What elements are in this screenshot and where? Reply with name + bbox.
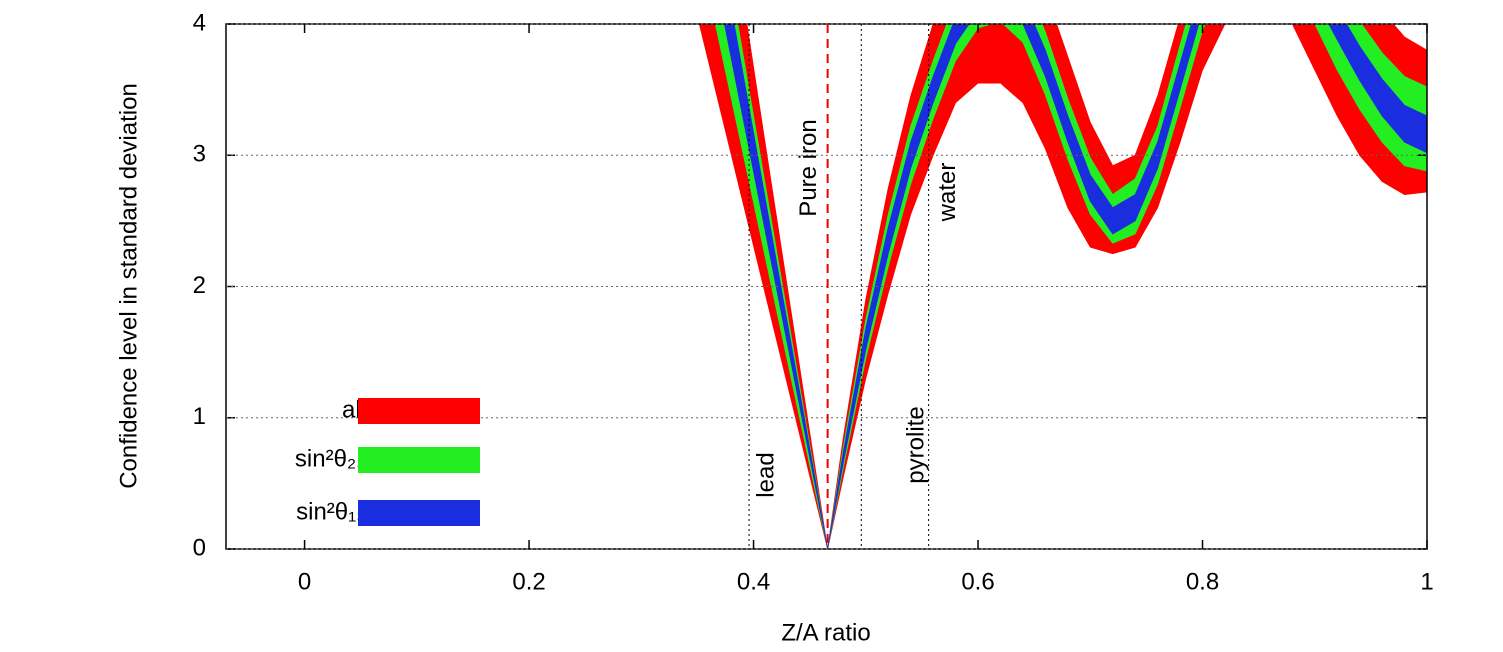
y-tick-label: 4 [193,9,206,36]
x-tick-label: 0 [298,568,311,595]
x-tick-label: 1 [1420,568,1433,595]
y-tick-label: 0 [193,534,206,561]
x-tick-label: 0.4 [737,568,770,595]
legend-swatch [358,447,480,473]
band [724,24,1427,549]
y-tick-label: 1 [193,403,206,430]
legend-swatch [358,500,480,526]
legend-label: sin²θ₁₃ [296,498,366,525]
y-tick-label: 2 [193,272,206,299]
x-axis-label: Z/A ratio [781,619,870,646]
y-tick-label: 3 [193,141,206,168]
band [714,24,1427,549]
legend-swatch [358,398,480,424]
x-tick-label: 0.2 [512,568,545,595]
annotation-label: lead [752,452,779,497]
legend-label: sin²θ₂₃ [295,445,366,472]
x-tick-label: 0.8 [1186,568,1219,595]
annotation-label: Pure iron [795,119,822,216]
y-axis-label: Confidence level in standard deviation [115,83,142,489]
plot-area [698,24,1427,549]
x-tick-label: 0.6 [961,568,994,595]
annotation-label: pyrolite [903,406,930,483]
annotation-label: water [934,163,961,223]
